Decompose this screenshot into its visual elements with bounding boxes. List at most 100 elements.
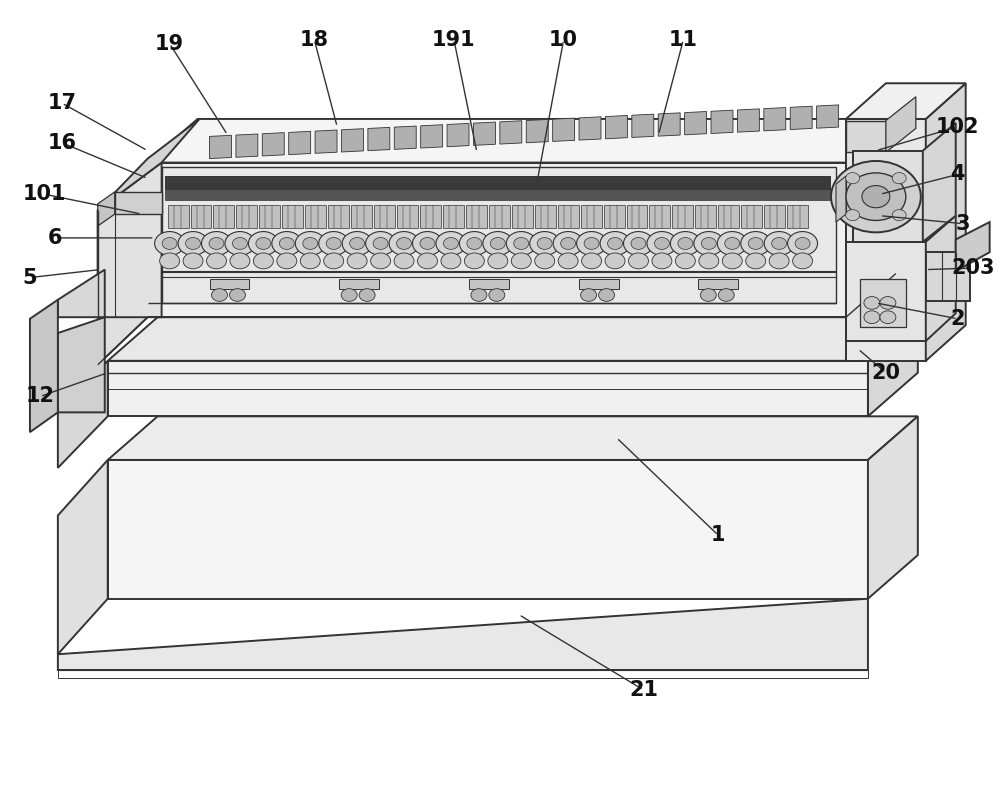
Polygon shape xyxy=(315,130,337,153)
Polygon shape xyxy=(108,361,868,416)
Circle shape xyxy=(892,209,906,220)
Polygon shape xyxy=(115,192,162,214)
Circle shape xyxy=(678,238,693,249)
Circle shape xyxy=(272,232,302,255)
Text: 21: 21 xyxy=(629,680,658,700)
Polygon shape xyxy=(846,176,863,214)
Circle shape xyxy=(600,232,630,255)
Text: 191: 191 xyxy=(432,29,476,50)
Circle shape xyxy=(359,289,375,301)
Circle shape xyxy=(862,186,890,208)
Circle shape xyxy=(553,232,583,255)
Polygon shape xyxy=(397,205,418,228)
Polygon shape xyxy=(672,205,693,228)
Circle shape xyxy=(366,232,396,255)
Polygon shape xyxy=(394,126,416,149)
Circle shape xyxy=(717,232,747,255)
Polygon shape xyxy=(764,108,786,131)
Circle shape xyxy=(467,238,482,249)
Circle shape xyxy=(162,238,177,249)
Polygon shape xyxy=(98,163,162,317)
Circle shape xyxy=(748,238,763,249)
Circle shape xyxy=(211,289,227,301)
Polygon shape xyxy=(846,119,896,317)
Polygon shape xyxy=(853,151,923,242)
Circle shape xyxy=(225,232,255,255)
Polygon shape xyxy=(58,270,105,317)
Polygon shape xyxy=(741,205,762,228)
Polygon shape xyxy=(168,205,189,228)
Polygon shape xyxy=(886,97,916,152)
Circle shape xyxy=(373,238,388,249)
Polygon shape xyxy=(210,279,249,289)
Circle shape xyxy=(256,238,271,249)
Circle shape xyxy=(418,253,437,269)
Circle shape xyxy=(864,297,880,309)
Text: 101: 101 xyxy=(23,184,67,205)
Circle shape xyxy=(793,253,813,269)
Circle shape xyxy=(300,253,320,269)
Circle shape xyxy=(183,253,203,269)
Circle shape xyxy=(892,173,906,184)
Circle shape xyxy=(248,232,278,255)
Polygon shape xyxy=(162,167,836,303)
Circle shape xyxy=(846,173,906,220)
Circle shape xyxy=(253,253,273,269)
Text: 10: 10 xyxy=(549,29,578,50)
Circle shape xyxy=(769,253,789,269)
Circle shape xyxy=(654,238,669,249)
Circle shape xyxy=(178,232,208,255)
Circle shape xyxy=(303,238,318,249)
Polygon shape xyxy=(926,252,970,301)
Circle shape xyxy=(880,297,896,309)
Polygon shape xyxy=(236,205,257,228)
Polygon shape xyxy=(605,116,627,139)
Circle shape xyxy=(347,253,367,269)
Circle shape xyxy=(880,311,896,324)
Polygon shape xyxy=(374,205,395,228)
Circle shape xyxy=(694,232,724,255)
Text: 18: 18 xyxy=(300,29,329,50)
Text: 102: 102 xyxy=(936,117,979,137)
Polygon shape xyxy=(58,317,105,412)
Polygon shape xyxy=(447,124,469,147)
Circle shape xyxy=(371,253,391,269)
Circle shape xyxy=(295,232,325,255)
Circle shape xyxy=(319,232,349,255)
Polygon shape xyxy=(236,134,258,157)
Circle shape xyxy=(279,238,294,249)
Circle shape xyxy=(772,238,787,249)
Text: 19: 19 xyxy=(155,33,184,54)
Polygon shape xyxy=(718,205,739,228)
Circle shape xyxy=(441,253,461,269)
Circle shape xyxy=(229,289,245,301)
Polygon shape xyxy=(108,317,918,361)
Polygon shape xyxy=(289,132,311,155)
Polygon shape xyxy=(698,279,738,289)
Polygon shape xyxy=(512,205,533,228)
Circle shape xyxy=(471,289,487,301)
Polygon shape xyxy=(535,205,556,228)
Polygon shape xyxy=(108,416,918,460)
Circle shape xyxy=(511,253,531,269)
Text: 20: 20 xyxy=(871,362,900,383)
Text: 203: 203 xyxy=(951,258,994,278)
Polygon shape xyxy=(489,205,510,228)
Polygon shape xyxy=(790,106,812,129)
Polygon shape xyxy=(469,279,509,289)
Circle shape xyxy=(230,253,250,269)
Polygon shape xyxy=(846,242,926,341)
Polygon shape xyxy=(632,114,654,137)
Circle shape xyxy=(413,232,442,255)
Polygon shape xyxy=(695,205,716,228)
Circle shape xyxy=(389,232,419,255)
Circle shape xyxy=(436,232,466,255)
Circle shape xyxy=(725,238,740,249)
Circle shape xyxy=(741,232,771,255)
Circle shape xyxy=(701,238,716,249)
Text: 3: 3 xyxy=(955,213,970,234)
Polygon shape xyxy=(165,176,830,189)
Polygon shape xyxy=(737,109,759,132)
Circle shape xyxy=(394,253,414,269)
Circle shape xyxy=(581,289,597,301)
